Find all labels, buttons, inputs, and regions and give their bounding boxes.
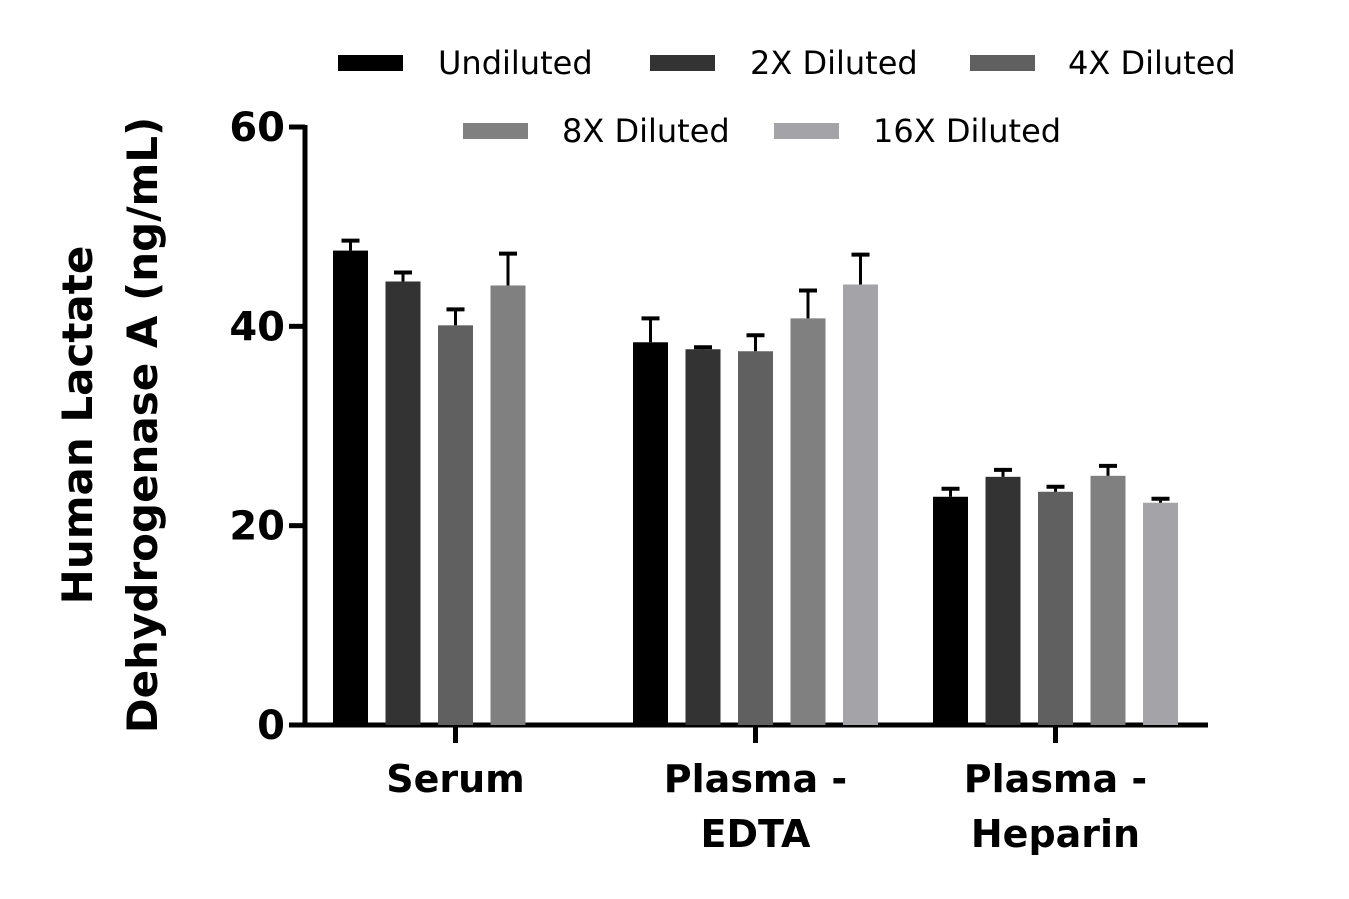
y-axis: 0 20 40 60 (229, 105, 308, 749)
legend-label: 16X Diluted (873, 112, 1061, 150)
bar (933, 496, 968, 725)
bar (333, 250, 368, 725)
x-category-label: Serum (386, 757, 525, 801)
bar (385, 281, 421, 725)
legend-label: 8X Diluted (562, 112, 730, 150)
bars (333, 238, 1178, 725)
y-axis-label: Human Lactate Dehydrogenase A (ng/mL) (53, 117, 167, 734)
legend-swatch (650, 55, 715, 71)
legend-swatch (338, 55, 403, 71)
x-category-label: EDTA (701, 812, 811, 856)
legend-label: 4X Diluted (1068, 44, 1236, 82)
legend-swatch (970, 55, 1035, 71)
y-tick-label: 20 (229, 504, 285, 550)
bar (1143, 502, 1178, 725)
bar (1038, 491, 1073, 725)
bar (790, 318, 826, 725)
bar (633, 342, 668, 725)
legend: Undiluted 2X Diluted 4X Diluted 8X Diluted 1… (338, 44, 1236, 150)
y-tick-label: 40 (229, 304, 285, 350)
x-category-label: Plasma - (664, 757, 847, 801)
y-axis-label-line: Human Lactate (53, 246, 102, 605)
x-category-label: Heparin (971, 812, 1140, 856)
y-tick-label: 0 (257, 703, 285, 749)
legend-swatch (774, 123, 839, 139)
bar (490, 285, 526, 725)
legend-label: 2X Diluted (750, 44, 918, 82)
y-axis-label-line: Dehydrogenase A (ng/mL) (118, 117, 167, 734)
x-category-label: Plasma - (964, 757, 1147, 801)
bar (438, 325, 473, 725)
legend-swatch (463, 123, 528, 139)
bar (843, 284, 878, 725)
bar (1090, 475, 1126, 725)
bar (685, 349, 721, 725)
bar (738, 351, 773, 725)
bar (985, 476, 1021, 725)
x-axis: Serum Plasma - EDTA Plasma - Heparin (303, 722, 1208, 856)
legend-label: Undiluted (438, 44, 593, 82)
y-tick-label: 60 (229, 105, 285, 151)
